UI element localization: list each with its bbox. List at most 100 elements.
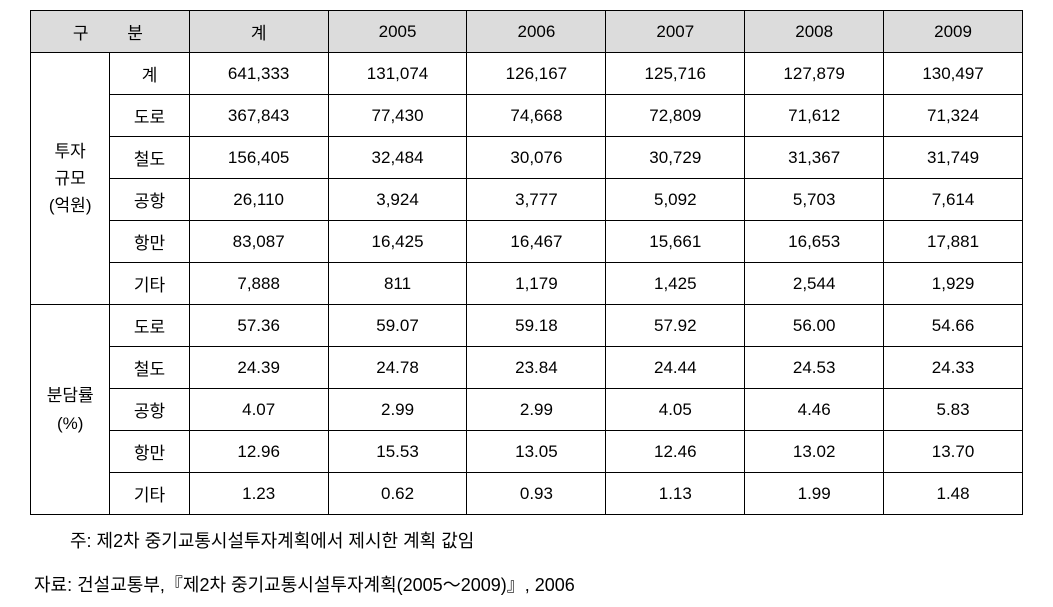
data-cell: 125,716 bbox=[606, 53, 745, 95]
data-cell: 1,929 bbox=[884, 263, 1023, 305]
data-cell: 71,612 bbox=[745, 95, 884, 137]
data-cell: 57.92 bbox=[606, 305, 745, 347]
row-label: 철도 bbox=[110, 347, 189, 389]
data-cell: 16,467 bbox=[467, 221, 606, 263]
data-cell: 1,425 bbox=[606, 263, 745, 305]
data-cell: 74,668 bbox=[467, 95, 606, 137]
data-cell: 1,179 bbox=[467, 263, 606, 305]
data-cell: 24.39 bbox=[189, 347, 328, 389]
data-cell: 16,653 bbox=[745, 221, 884, 263]
table-row: 철도24.3924.7823.8424.4424.5324.33 bbox=[31, 347, 1023, 389]
data-cell: 12.96 bbox=[189, 431, 328, 473]
header-col-5: 2009 bbox=[884, 11, 1023, 53]
table-row: 기타1.230.620.931.131.991.48 bbox=[31, 473, 1023, 515]
data-cell: 127,879 bbox=[745, 53, 884, 95]
data-cell: 83,087 bbox=[189, 221, 328, 263]
row-label: 공항 bbox=[110, 179, 189, 221]
data-cell: 59.18 bbox=[467, 305, 606, 347]
row-label: 도로 bbox=[110, 95, 189, 137]
data-cell: 23.84 bbox=[467, 347, 606, 389]
footnote: 주: 제2차 중기교통시설투자계획에서 제시한 계획 값임 bbox=[30, 527, 1023, 553]
row-label: 기타 bbox=[110, 263, 189, 305]
data-cell: 156,405 bbox=[189, 137, 328, 179]
table-row: 공항4.072.992.994.054.465.83 bbox=[31, 389, 1023, 431]
data-cell: 30,076 bbox=[467, 137, 606, 179]
table-body: 투자규모(억원)계641,333131,074126,167125,716127… bbox=[31, 53, 1023, 515]
data-cell: 15,661 bbox=[606, 221, 745, 263]
data-cell: 811 bbox=[328, 263, 467, 305]
data-cell: 57.36 bbox=[189, 305, 328, 347]
header-category: 구 분 bbox=[31, 11, 190, 53]
row-group-label: 분담률(%) bbox=[31, 305, 110, 515]
data-cell: 3,924 bbox=[328, 179, 467, 221]
data-cell: 5,703 bbox=[745, 179, 884, 221]
row-label: 기타 bbox=[110, 473, 189, 515]
data-cell: 31,749 bbox=[884, 137, 1023, 179]
header-col-1: 2005 bbox=[328, 11, 467, 53]
data-cell: 130,497 bbox=[884, 53, 1023, 95]
data-cell: 1.13 bbox=[606, 473, 745, 515]
data-cell: 126,167 bbox=[467, 53, 606, 95]
data-cell: 7,888 bbox=[189, 263, 328, 305]
table-row: 도로367,84377,43074,66872,80971,61271,324 bbox=[31, 95, 1023, 137]
data-cell: 4.05 bbox=[606, 389, 745, 431]
data-cell: 16,425 bbox=[328, 221, 467, 263]
data-cell: 17,881 bbox=[884, 221, 1023, 263]
data-cell: 24.53 bbox=[745, 347, 884, 389]
data-cell: 3,777 bbox=[467, 179, 606, 221]
data-cell: 15.53 bbox=[328, 431, 467, 473]
row-label: 항만 bbox=[110, 431, 189, 473]
table-row: 항만83,08716,42516,46715,66116,65317,881 bbox=[31, 221, 1023, 263]
header-col-3: 2007 bbox=[606, 11, 745, 53]
data-cell: 5,092 bbox=[606, 179, 745, 221]
data-cell: 5.83 bbox=[884, 389, 1023, 431]
header-col-4: 2008 bbox=[745, 11, 884, 53]
data-cell: 4.46 bbox=[745, 389, 884, 431]
table-row: 항만12.9615.5313.0512.4613.0213.70 bbox=[31, 431, 1023, 473]
investment-table: 구 분 계 2005 2006 2007 2008 2009 투자규모(억원)계… bbox=[30, 10, 1023, 515]
data-cell: 1.48 bbox=[884, 473, 1023, 515]
data-cell: 24.78 bbox=[328, 347, 467, 389]
data-cell: 2.99 bbox=[328, 389, 467, 431]
data-cell: 4.07 bbox=[189, 389, 328, 431]
data-cell: 367,843 bbox=[189, 95, 328, 137]
data-cell: 7,614 bbox=[884, 179, 1023, 221]
row-label: 계 bbox=[110, 53, 189, 95]
data-cell: 31,367 bbox=[745, 137, 884, 179]
data-cell: 32,484 bbox=[328, 137, 467, 179]
data-cell: 13.05 bbox=[467, 431, 606, 473]
row-label: 도로 bbox=[110, 305, 189, 347]
data-cell: 641,333 bbox=[189, 53, 328, 95]
table-row: 기타7,8888111,1791,4252,5441,929 bbox=[31, 263, 1023, 305]
data-cell: 1.23 bbox=[189, 473, 328, 515]
table-header: 구 분 계 2005 2006 2007 2008 2009 bbox=[31, 11, 1023, 53]
data-cell: 72,809 bbox=[606, 95, 745, 137]
row-label: 공항 bbox=[110, 389, 189, 431]
table-row: 분담률(%)도로57.3659.0759.1857.9256.0054.66 bbox=[31, 305, 1023, 347]
row-group-label: 투자규모(억원) bbox=[31, 53, 110, 305]
table-row: 철도156,40532,48430,07630,72931,36731,749 bbox=[31, 137, 1023, 179]
data-cell: 26,110 bbox=[189, 179, 328, 221]
data-cell: 54.66 bbox=[884, 305, 1023, 347]
table-row: 투자규모(억원)계641,333131,074126,167125,716127… bbox=[31, 53, 1023, 95]
data-cell: 71,324 bbox=[884, 95, 1023, 137]
data-cell: 13.70 bbox=[884, 431, 1023, 473]
data-cell: 56.00 bbox=[745, 305, 884, 347]
data-cell: 24.44 bbox=[606, 347, 745, 389]
data-cell: 12.46 bbox=[606, 431, 745, 473]
data-cell: 59.07 bbox=[328, 305, 467, 347]
row-label: 항만 bbox=[110, 221, 189, 263]
table-row: 공항26,1103,9243,7775,0925,7037,614 bbox=[31, 179, 1023, 221]
data-cell: 77,430 bbox=[328, 95, 467, 137]
data-cell: 0.93 bbox=[467, 473, 606, 515]
data-cell: 0.62 bbox=[328, 473, 467, 515]
data-cell: 2.99 bbox=[467, 389, 606, 431]
data-cell: 13.02 bbox=[745, 431, 884, 473]
header-col-2: 2006 bbox=[467, 11, 606, 53]
row-label: 철도 bbox=[110, 137, 189, 179]
data-cell: 1.99 bbox=[745, 473, 884, 515]
data-cell: 131,074 bbox=[328, 53, 467, 95]
header-col-0: 계 bbox=[189, 11, 328, 53]
data-cell: 24.33 bbox=[884, 347, 1023, 389]
source-citation: 자료: 건설교통부,『제2차 중기교통시설투자계획(2005～2009)』, 2… bbox=[30, 571, 1023, 597]
